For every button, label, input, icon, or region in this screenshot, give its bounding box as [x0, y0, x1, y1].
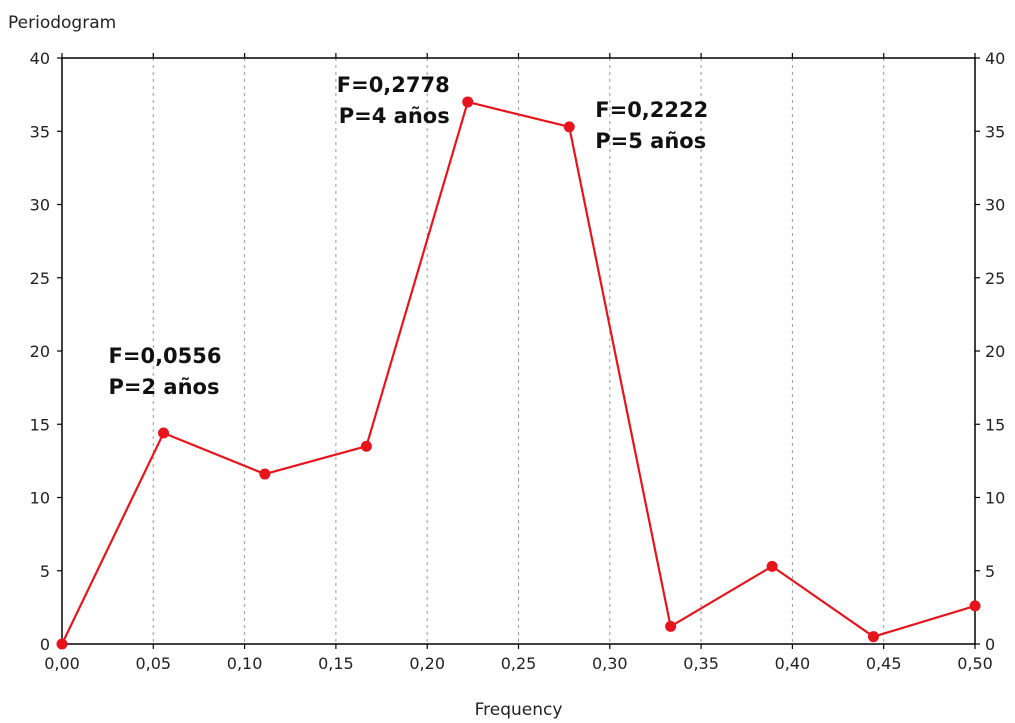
- x-axis-title: Frequency: [475, 700, 563, 720]
- x-tick-label: 0,25: [501, 654, 537, 673]
- x-tick-label: 0,20: [409, 654, 445, 673]
- annotation-label: F=0,2778: [337, 73, 450, 97]
- x-tick-label: 0,30: [592, 654, 628, 673]
- x-tick-label: 0,50: [957, 654, 993, 673]
- x-tick-label: 0,45: [866, 654, 902, 673]
- data-point: [56, 638, 68, 650]
- y-tick-label-right: 25: [985, 269, 1005, 288]
- y-tick-label-left: 25: [30, 269, 50, 288]
- annotations: F=0,0556 P=2 años F=0,2778 P=4 años F=0,2222…: [109, 73, 709, 399]
- y-tick-label-right: 35: [985, 122, 1005, 141]
- annotation-label: F=0,2222: [595, 98, 708, 122]
- x-tick-label: 0,40: [775, 654, 811, 673]
- y-axis-title: Periodogram: [8, 13, 116, 33]
- x-axis-tick-labels: 0,00 0,05 0,10 0,15 0,20 0,25 0,30 0,35 0,40 0,45…: [44, 654, 993, 673]
- data-point: [969, 600, 981, 612]
- axis-ticks: [57, 53, 980, 649]
- series-line: [61, 100, 976, 645]
- series-group: [56, 96, 981, 650]
- y-tick-label-right: 5: [985, 562, 995, 581]
- data-point: [360, 440, 372, 452]
- data-point: [665, 620, 677, 632]
- x-tick-label: 0,15: [318, 654, 354, 673]
- y-axis-left-tick-labels: 0 5 10 15 20 25 30 35 40: [30, 49, 50, 654]
- y-tick-label-left: 10: [30, 489, 50, 508]
- y-tick-label-left: 15: [30, 415, 50, 434]
- annotation-label: F=0,0556: [109, 344, 222, 368]
- x-tick-label: 0,10: [227, 654, 263, 673]
- annotation-label: P=2 años: [109, 375, 220, 399]
- annotation-label: P=5 años: [595, 129, 706, 153]
- y-tick-label-right: 10: [985, 489, 1005, 508]
- x-tick-label: 0,05: [135, 654, 171, 673]
- y-axis-right-tick-labels: 0 5 10 15 20 25 30 35 40: [985, 49, 1005, 654]
- y-tick-label-right: 20: [985, 342, 1005, 361]
- grid-lines: [152, 58, 885, 644]
- x-tick-label: 0,35: [683, 654, 719, 673]
- data-point: [259, 468, 271, 480]
- data-point: [462, 96, 474, 108]
- x-tick-label: 0,00: [44, 654, 80, 673]
- y-tick-label-left: 35: [30, 122, 50, 141]
- annotation-label: P=4 años: [339, 104, 450, 128]
- y-tick-label-right: 15: [985, 415, 1005, 434]
- data-point: [867, 631, 879, 643]
- y-tick-label-left: 20: [30, 342, 50, 361]
- data-point: [158, 427, 170, 439]
- y-tick-label-left: 5: [40, 562, 50, 581]
- y-tick-label-right: 30: [985, 196, 1005, 215]
- y-tick-label-left: 0: [40, 635, 50, 654]
- data-point: [766, 560, 778, 572]
- data-point: [563, 121, 575, 133]
- y-tick-label-left: 40: [30, 49, 50, 68]
- y-tick-label-right: 0: [985, 635, 995, 654]
- y-tick-label-right: 40: [985, 49, 1005, 68]
- y-tick-label-left: 30: [30, 196, 50, 215]
